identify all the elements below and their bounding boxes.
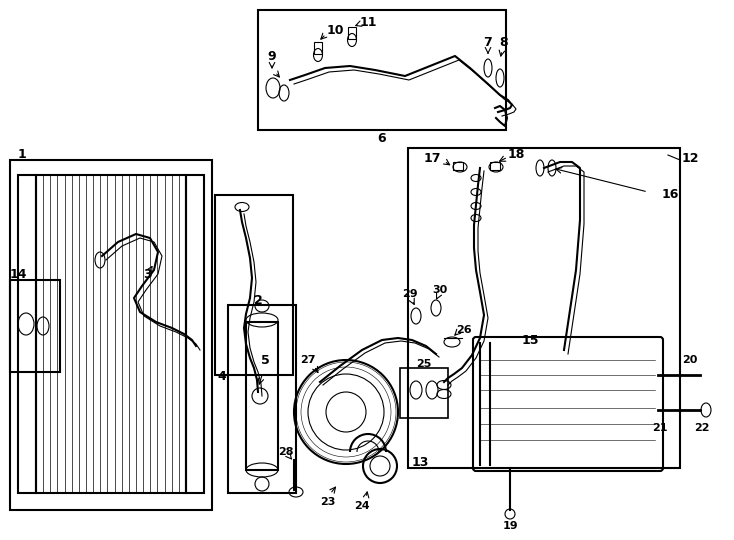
Text: 12: 12 (681, 152, 699, 165)
Text: 16: 16 (661, 188, 679, 201)
Text: 17: 17 (424, 152, 440, 165)
Bar (453, 162, 463, 170)
Bar (36, 175, 186, 493)
Text: 30: 30 (432, 285, 448, 295)
Bar (215, 195, 293, 375)
Bar (18, 175, 36, 493)
Text: 14: 14 (10, 268, 26, 281)
Bar (228, 305, 296, 493)
Bar (186, 175, 204, 493)
Bar (408, 148, 680, 468)
Bar (10, 160, 212, 510)
Bar (258, 10, 506, 130)
Text: 21: 21 (653, 423, 668, 433)
Text: 5: 5 (261, 354, 269, 367)
Text: 4: 4 (217, 369, 226, 382)
Text: 9: 9 (268, 51, 276, 64)
Text: 25: 25 (416, 359, 432, 369)
Text: 19: 19 (502, 521, 517, 531)
Text: 23: 23 (320, 497, 335, 507)
Text: 28: 28 (278, 447, 294, 457)
Text: 18: 18 (507, 148, 525, 161)
Text: 10: 10 (326, 24, 344, 37)
Text: 27: 27 (300, 355, 316, 365)
Text: 15: 15 (521, 334, 539, 347)
Text: 1: 1 (18, 147, 26, 160)
Text: 20: 20 (683, 355, 698, 365)
Bar (10, 280, 60, 372)
Text: 22: 22 (694, 423, 710, 433)
Bar (314, 42, 322, 54)
Text: 8: 8 (500, 36, 509, 49)
Text: 13: 13 (411, 456, 429, 469)
Text: 11: 11 (359, 16, 377, 29)
Bar (348, 27, 356, 39)
Text: 7: 7 (484, 36, 493, 49)
Text: 26: 26 (457, 325, 472, 335)
Text: 24: 24 (355, 501, 370, 511)
Text: 2: 2 (254, 294, 262, 307)
Bar (246, 322, 278, 470)
Text: 3: 3 (144, 268, 153, 281)
Bar (490, 162, 500, 170)
Text: 29: 29 (402, 289, 418, 299)
Text: 6: 6 (378, 132, 386, 145)
Bar (400, 368, 448, 418)
